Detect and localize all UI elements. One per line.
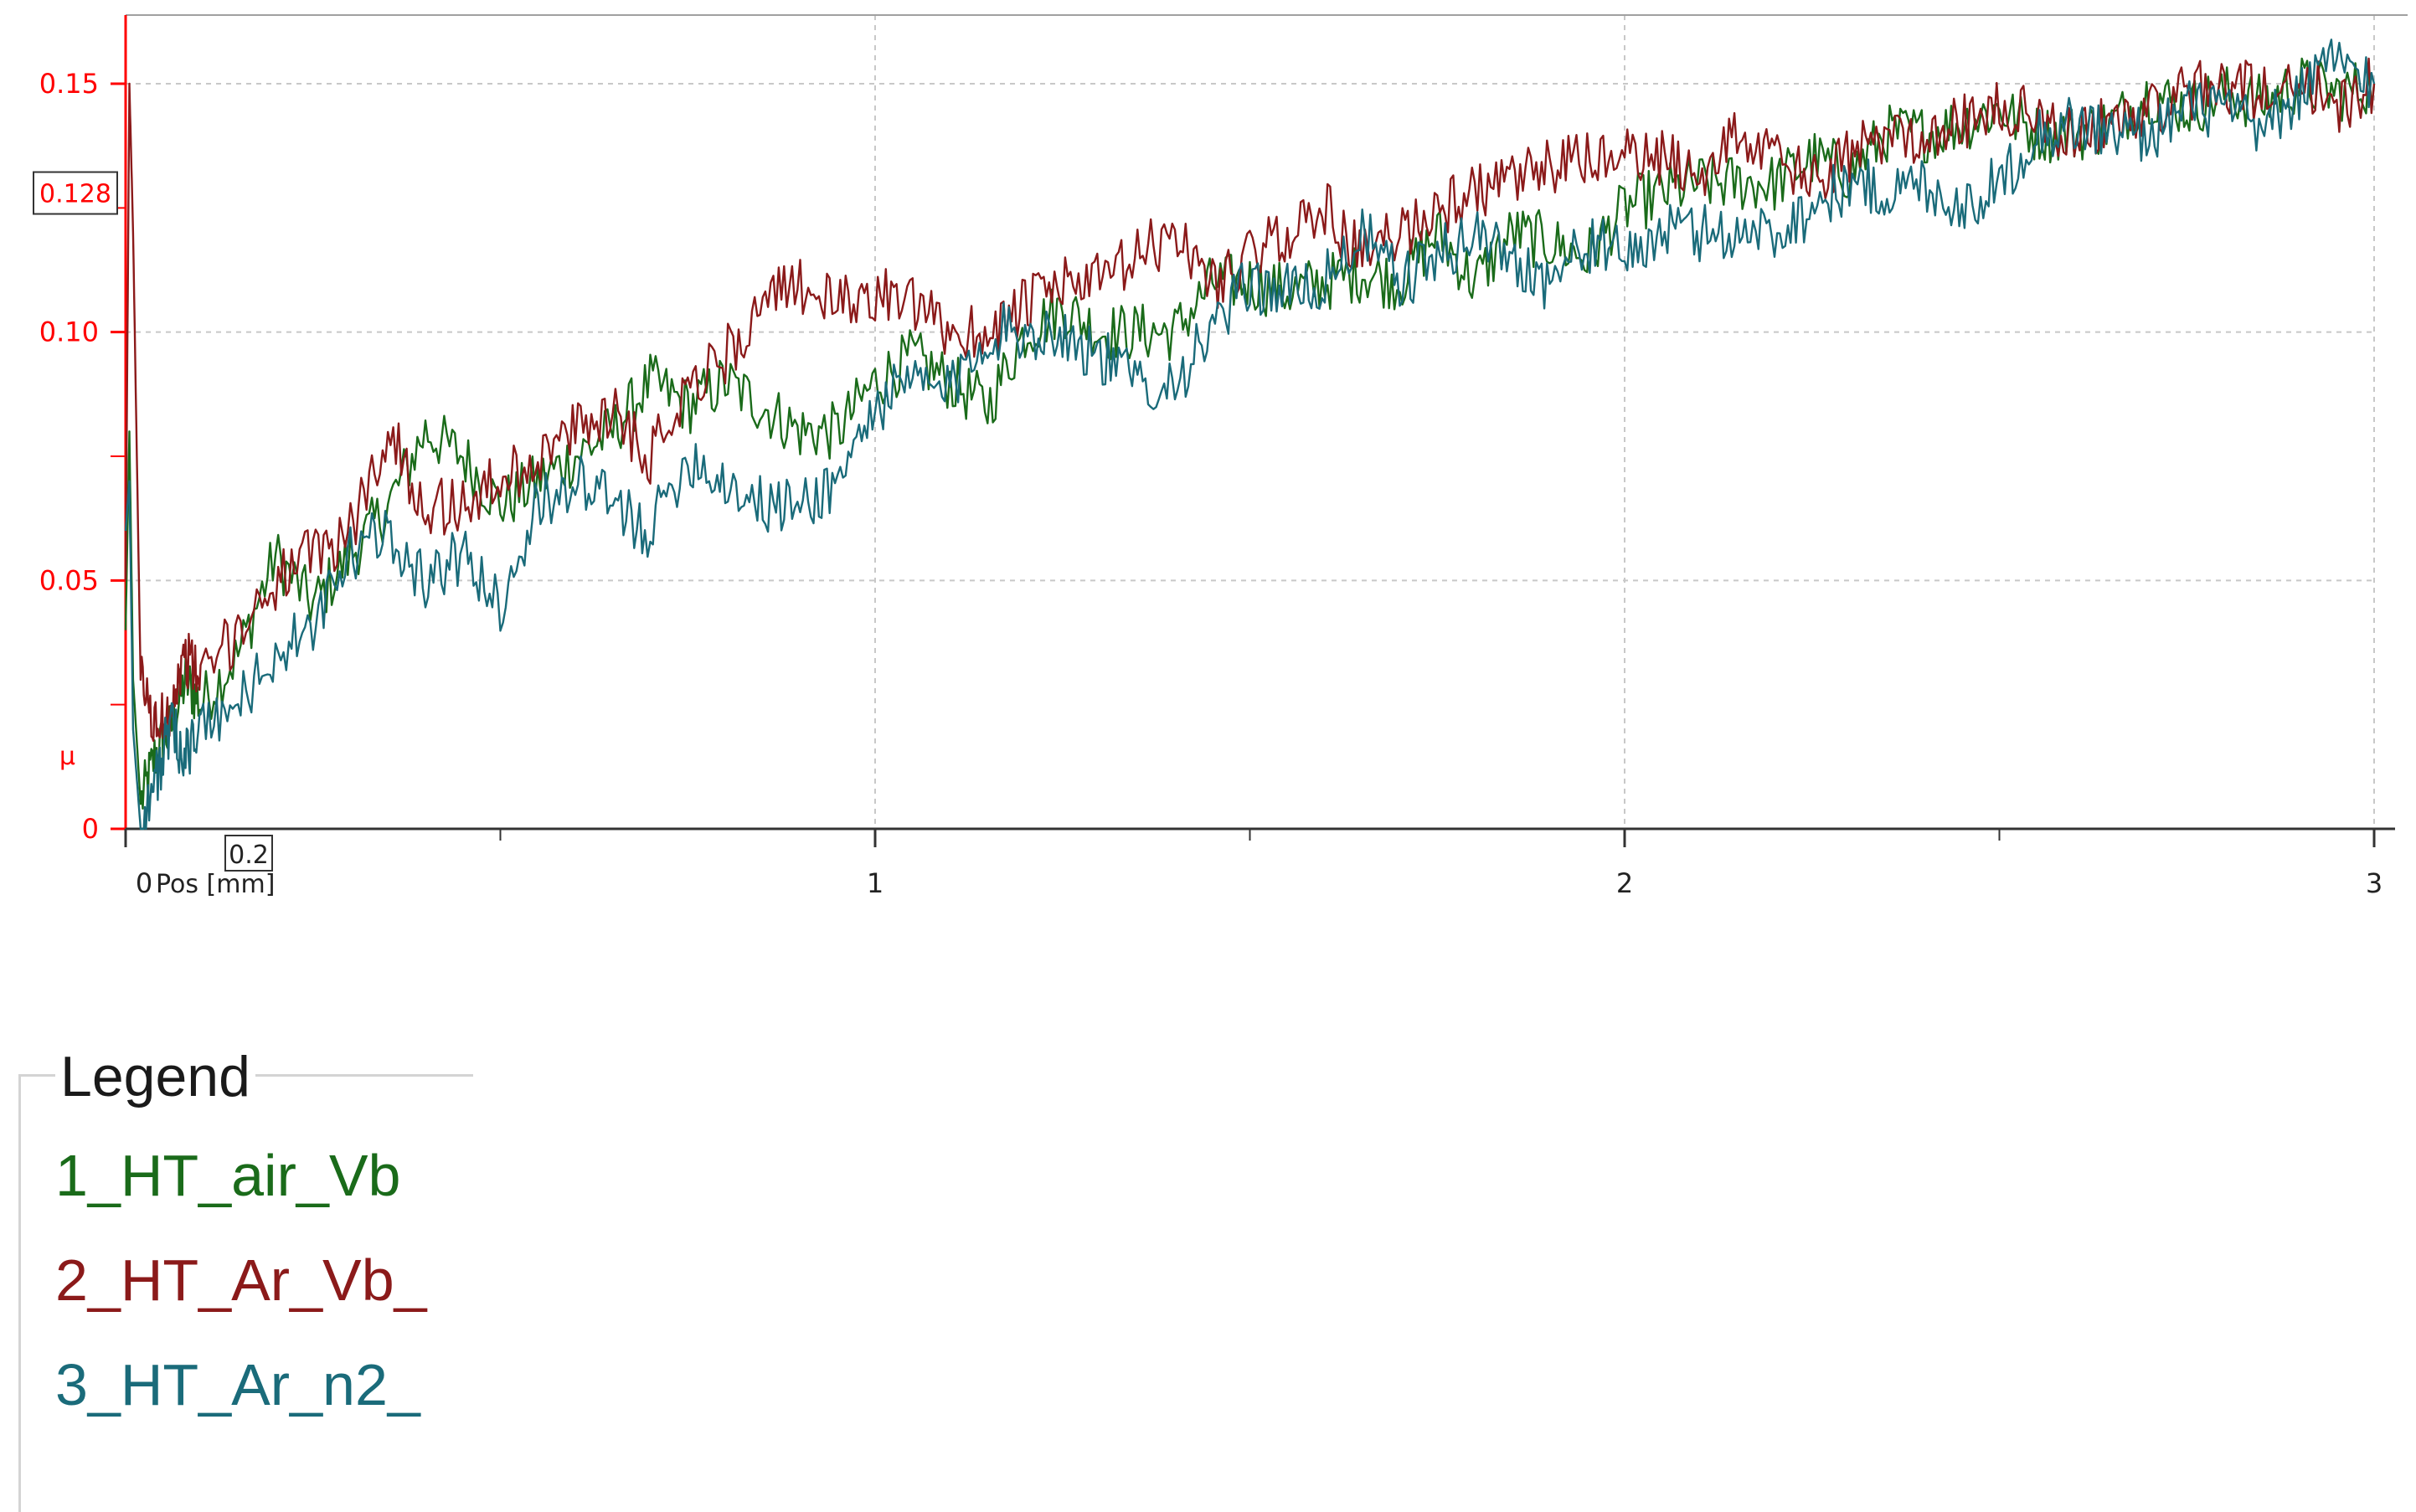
x-tick-label: 2 bbox=[1616, 867, 1633, 899]
friction-chart: 0 0.05 0.10 0.15 0 1 2 3 µ 0.128 0.2 Pos [mm] bbox=[33, 14, 2408, 899]
legend-entry-1[interactable]: 1_HT_air_Vb bbox=[55, 1143, 401, 1208]
x-tick-label: 1 bbox=[867, 867, 883, 899]
x-readout-value: 0.2 bbox=[229, 841, 269, 870]
x-axis-ticks: 0 1 2 3 bbox=[124, 829, 2383, 899]
series-line bbox=[124, 57, 2376, 743]
y-readout-value: 0.128 bbox=[39, 180, 111, 209]
legend-entry-3[interactable]: 3_HT_Ar_n2_ bbox=[55, 1352, 420, 1417]
y-axis-label: µ bbox=[59, 742, 75, 771]
grid-lines bbox=[126, 15, 2375, 829]
y-tick-label: 0.10 bbox=[39, 316, 99, 348]
y-tick-label: 0.15 bbox=[39, 68, 99, 100]
x-tick-label: 3 bbox=[2366, 867, 2383, 899]
y-axis-ticks: 0 0.05 0.10 0.15 bbox=[39, 68, 126, 845]
y-readout-box bbox=[33, 171, 118, 215]
legend-title: Legend bbox=[55, 1043, 255, 1110]
y-tick-label: 0 bbox=[82, 813, 99, 845]
x-cursor-readout[interactable]: 0.2 bbox=[224, 835, 273, 872]
y-tick-label: 0.05 bbox=[39, 564, 99, 596]
x-tick-label: 0 bbox=[136, 867, 152, 899]
series-line bbox=[124, 39, 2376, 831]
x-axis-label: Pos [mm] bbox=[156, 870, 275, 899]
x-readout-box bbox=[224, 835, 273, 872]
series-line bbox=[124, 57, 2376, 810]
y-cursor-readout[interactable]: 0.128 bbox=[33, 171, 118, 215]
series-lines bbox=[124, 39, 2376, 831]
legend-entry-2[interactable]: 2_HT_Ar_Vb_ bbox=[55, 1247, 427, 1313]
